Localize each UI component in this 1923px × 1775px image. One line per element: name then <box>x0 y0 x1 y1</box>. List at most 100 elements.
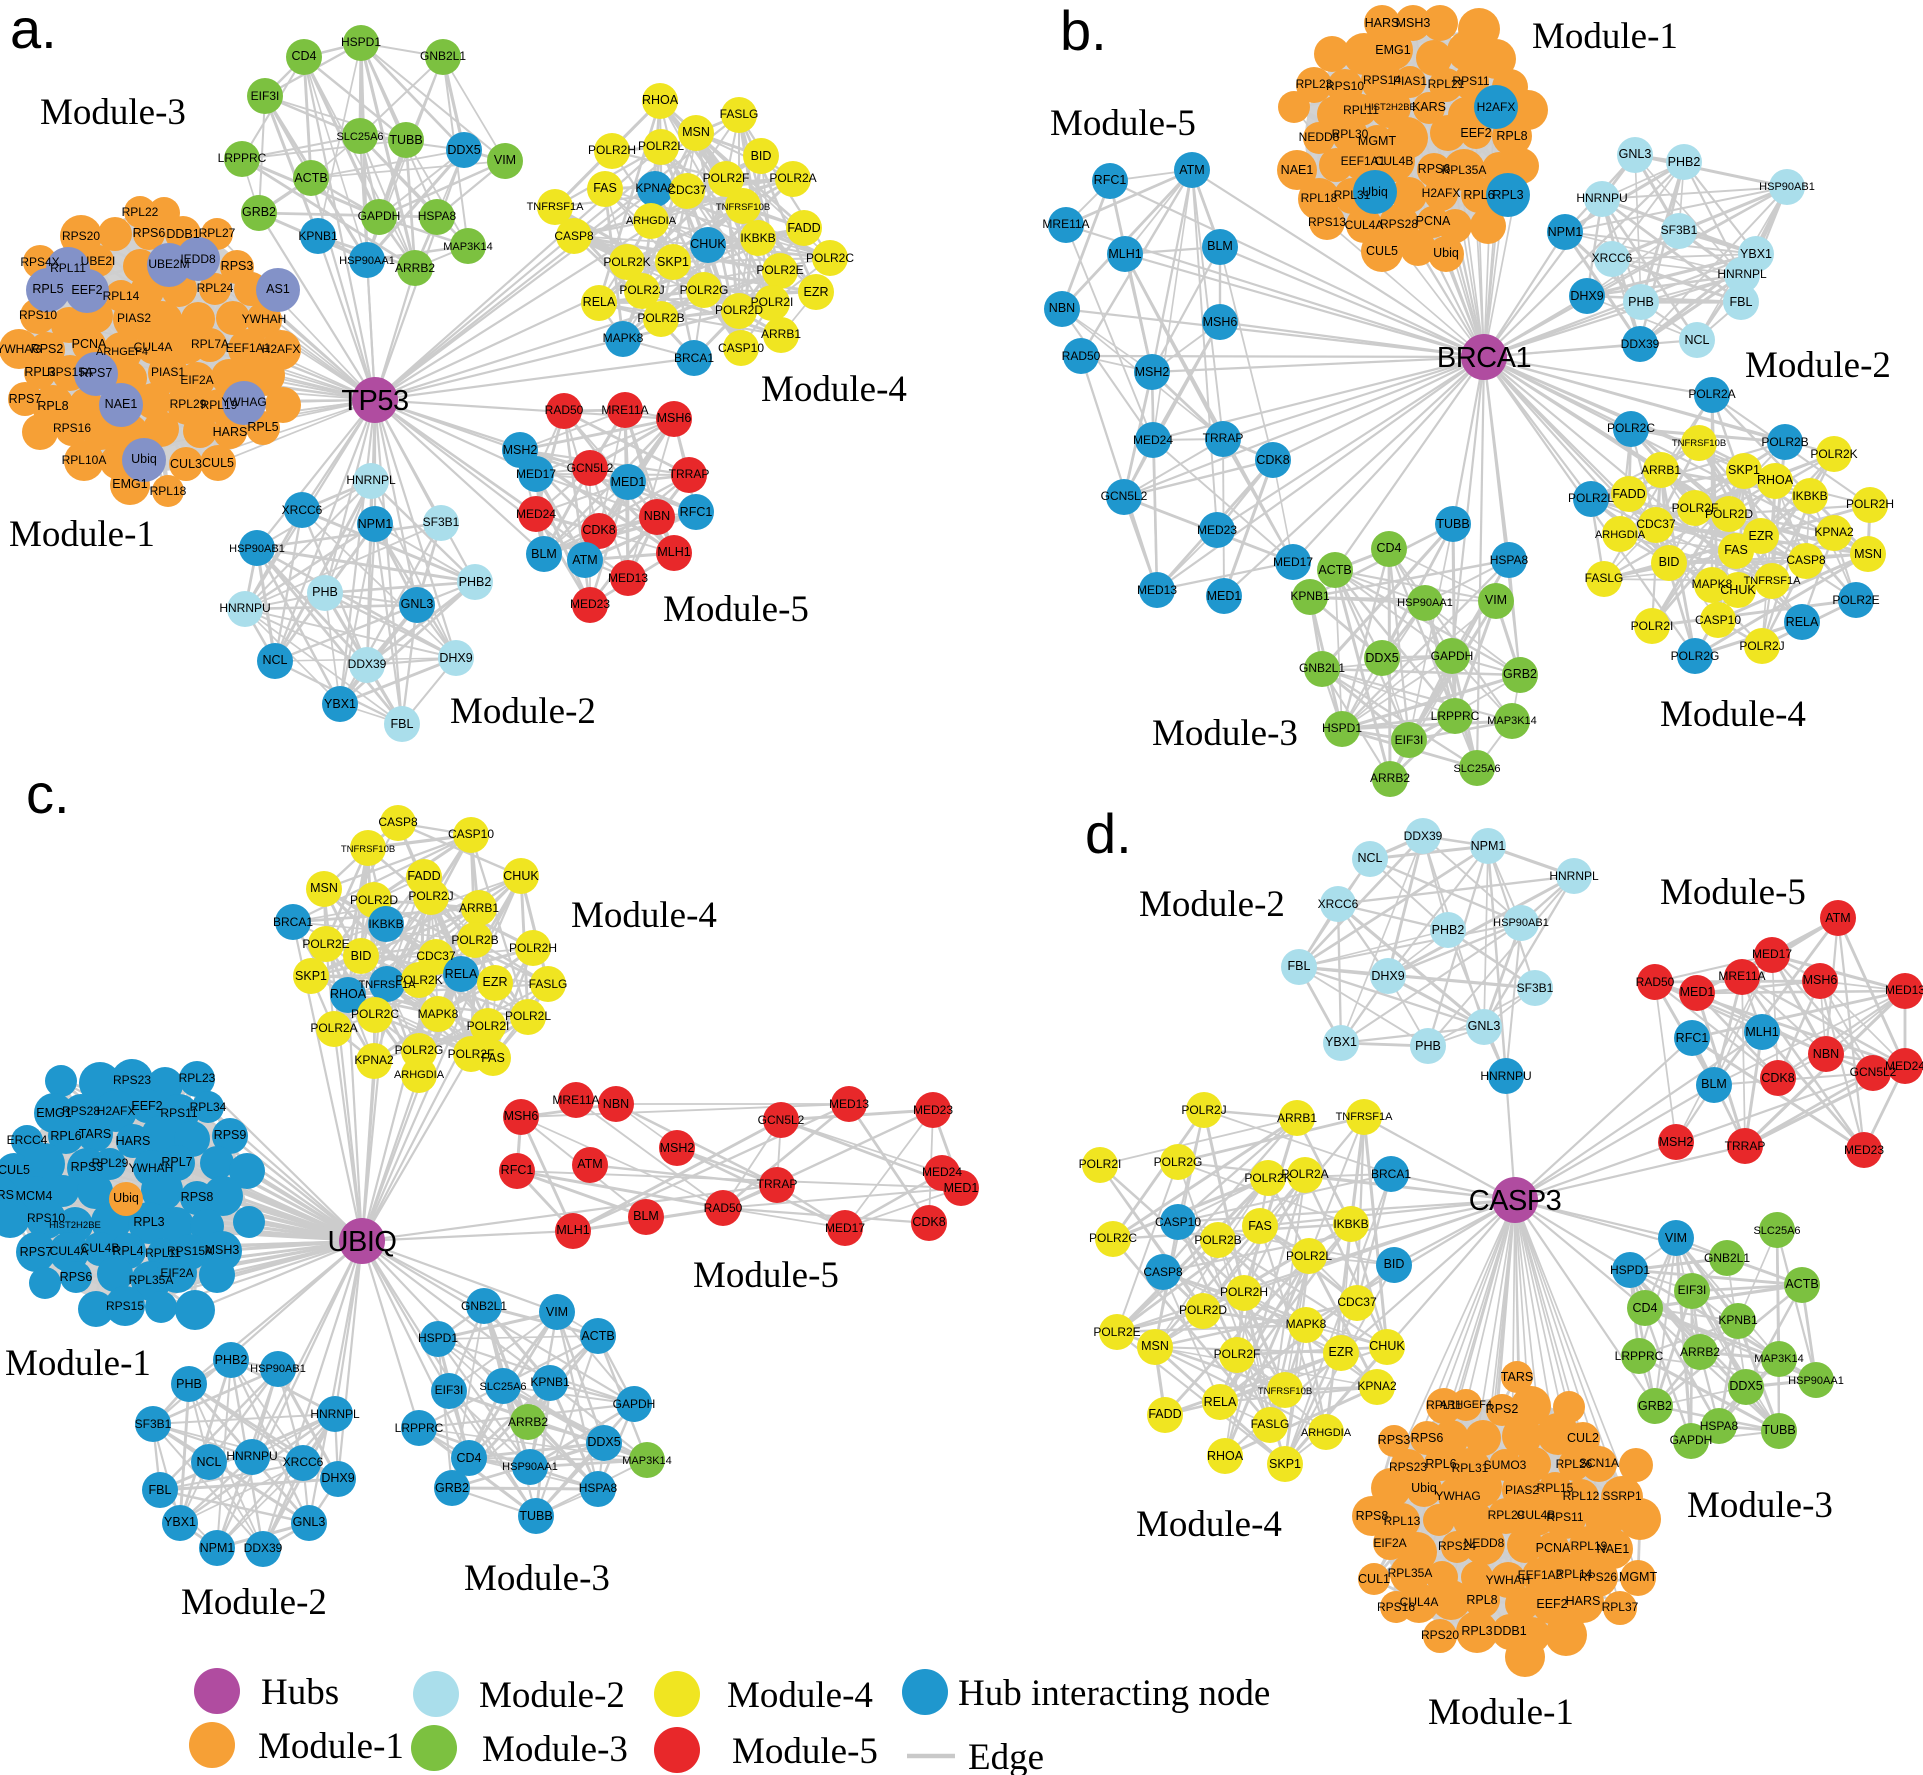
svg-text:POLR2L: POLR2L <box>1286 1249 1332 1263</box>
svg-text:RAD50: RAD50 <box>704 1201 743 1215</box>
svg-text:SKP1: SKP1 <box>1728 463 1760 477</box>
svg-text:RPS15: RPS15 <box>106 1299 144 1313</box>
svg-text:RPL19: RPL19 <box>201 398 238 412</box>
svg-text:MSH2: MSH2 <box>1135 365 1170 379</box>
svg-text:HSPA8: HSPA8 <box>579 1481 618 1495</box>
svg-text:MSN: MSN <box>1141 1339 1169 1353</box>
svg-text:BLM: BLM <box>633 1209 659 1223</box>
svg-text:CDC37: CDC37 <box>416 949 456 963</box>
svg-text:CUL5: CUL5 <box>202 456 234 470</box>
svg-text:ARRB2: ARRB2 <box>508 1415 548 1429</box>
svg-text:POLR2G: POLR2G <box>680 283 729 297</box>
svg-text:SLC25A6: SLC25A6 <box>479 1381 526 1393</box>
svg-text:DHX9: DHX9 <box>1371 969 1404 983</box>
svg-text:KPNB1: KPNB1 <box>1718 1313 1758 1327</box>
svg-text:MAP3K14: MAP3K14 <box>1754 1353 1804 1365</box>
svg-text:HSP90AA1: HSP90AA1 <box>502 1461 558 1473</box>
svg-text:TRRAP: TRRAP <box>1725 1139 1766 1153</box>
svg-text:SUMO3: SUMO3 <box>1484 1458 1527 1472</box>
svg-text:ARRB2: ARRB2 <box>395 261 435 275</box>
svg-text:ARRB1: ARRB1 <box>1277 1111 1317 1125</box>
svg-text:MSH3: MSH3 <box>1396 16 1431 30</box>
svg-text:ACTB: ACTB <box>1785 1277 1818 1291</box>
svg-text:VIM: VIM <box>494 153 516 167</box>
svg-text:EIF3I: EIF3I <box>1395 733 1424 747</box>
svg-text:BLM: BLM <box>1207 239 1233 253</box>
svg-text:CDC37: CDC37 <box>1337 1295 1377 1309</box>
svg-text:POLR2J: POLR2J <box>408 889 453 903</box>
svg-text:CHUK: CHUK <box>1369 1339 1405 1353</box>
svg-text:Module-4: Module-4 <box>1660 694 1806 735</box>
svg-text:ARRB1: ARRB1 <box>459 901 499 915</box>
svg-text:YWHAG: YWHAG <box>0 342 42 356</box>
svg-text:MAP3K14: MAP3K14 <box>622 1455 672 1467</box>
svg-text:POLR2A: POLR2A <box>1688 387 1735 401</box>
svg-text:RPS6: RPS6 <box>1418 162 1451 176</box>
svg-text:SKP1: SKP1 <box>657 255 689 269</box>
svg-text:YWHAH: YWHAH <box>1486 1573 1531 1587</box>
svg-text:HSPD1: HSPD1 <box>341 35 381 49</box>
svg-text:ARHGDIA: ARHGDIA <box>1301 1427 1352 1439</box>
svg-text:Module-1: Module-1 <box>258 1726 404 1767</box>
svg-text:FADD: FADD <box>407 869 440 883</box>
svg-text:GNL3: GNL3 <box>1619 147 1652 161</box>
svg-text:RPS13: RPS13 <box>1308 215 1346 229</box>
svg-text:HSP90AA1: HSP90AA1 <box>1788 1375 1844 1387</box>
svg-text:RPS11: RPS11 <box>160 1106 197 1120</box>
svg-text:POLR2E: POLR2E <box>302 937 349 951</box>
svg-text:PHB: PHB <box>1415 1039 1441 1053</box>
svg-text:Ubiq: Ubiq <box>113 1191 139 1205</box>
svg-text:RPS20: RPS20 <box>1421 1628 1459 1642</box>
svg-text:Module-4: Module-4 <box>727 1675 873 1716</box>
svg-text:MSH6: MSH6 <box>1803 973 1838 987</box>
svg-text:BID: BID <box>751 149 772 163</box>
svg-text:POLR2D: POLR2D <box>350 893 398 907</box>
svg-text:EEF1A1: EEF1A1 <box>1341 154 1386 168</box>
svg-text:POLR2K: POLR2K <box>395 973 442 987</box>
svg-text:CUL4A: CUL4A <box>1345 218 1384 232</box>
svg-text:HARS: HARS <box>1566 1594 1601 1608</box>
svg-text:RPS24: RPS24 <box>1438 1539 1476 1553</box>
svg-text:KPNB1: KPNB1 <box>530 1375 570 1389</box>
svg-text:CUL4B: CUL4B <box>1517 1508 1556 1522</box>
svg-text:CASP8: CASP8 <box>554 229 594 243</box>
svg-text:CUL2: CUL2 <box>1567 1431 1599 1445</box>
svg-text:POLR2F: POLR2F <box>1214 1347 1261 1361</box>
svg-text:RPL27: RPL27 <box>199 226 236 240</box>
svg-text:RPL18: RPL18 <box>150 484 187 498</box>
svg-text:MLH1: MLH1 <box>1108 247 1141 261</box>
svg-text:HSP90AB1: HSP90AB1 <box>1759 181 1815 193</box>
svg-text:MSH2: MSH2 <box>660 1141 695 1155</box>
svg-text:POLR2C: POLR2C <box>1607 421 1655 435</box>
svg-text:MED24: MED24 <box>1133 433 1173 447</box>
svg-text:CUL5: CUL5 <box>0 1163 30 1177</box>
svg-text:CD4: CD4 <box>1376 541 1401 555</box>
svg-text:HIST2H2BE: HIST2H2BE <box>49 1220 101 1231</box>
svg-text:MED17: MED17 <box>1752 947 1792 961</box>
svg-text:Module-4: Module-4 <box>761 369 907 410</box>
svg-text:RPL23: RPL23 <box>179 1071 216 1085</box>
svg-text:MSH3: MSH3 <box>205 1243 240 1257</box>
svg-text:POLR2D: POLR2D <box>715 303 763 317</box>
svg-text:RPS10: RPS10 <box>1326 79 1364 93</box>
svg-text:MGMT: MGMT <box>1619 1570 1658 1584</box>
svg-text:ARRB2: ARRB2 <box>1370 771 1410 785</box>
svg-text:RPS15A: RPS15A <box>47 365 93 379</box>
svg-text:ERCC4: ERCC4 <box>7 1133 48 1147</box>
svg-text:MED1: MED1 <box>944 1181 979 1195</box>
svg-text:ARHGDIA: ARHGDIA <box>394 1069 445 1081</box>
svg-text:POLR2G: POLR2G <box>395 1043 444 1057</box>
svg-text:EMG1: EMG1 <box>36 1106 71 1120</box>
svg-text:DDX5: DDX5 <box>587 1435 620 1449</box>
svg-text:TNFRSF10B: TNFRSF10B <box>716 202 770 213</box>
svg-text:Module-5: Module-5 <box>693 1255 839 1296</box>
svg-text:GCN5L2: GCN5L2 <box>1850 1065 1897 1079</box>
svg-text:RPL29: RPL29 <box>170 397 207 411</box>
svg-text:FASLG: FASLG <box>529 977 568 991</box>
svg-text:RPS8: RPS8 <box>1356 1509 1389 1523</box>
svg-text:POLR2L: POLR2L <box>638 139 684 153</box>
svg-text:NPM1: NPM1 <box>1471 839 1506 853</box>
svg-text:RPS2: RPS2 <box>1486 1402 1519 1416</box>
svg-text:SLC25A6: SLC25A6 <box>1753 1225 1800 1237</box>
svg-text:H2AFX: H2AFX <box>1422 186 1461 200</box>
